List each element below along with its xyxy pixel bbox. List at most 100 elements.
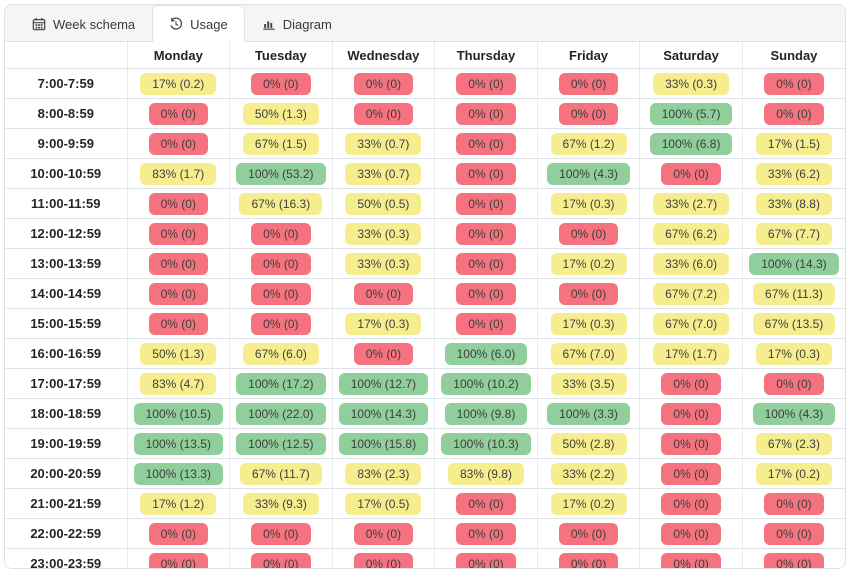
usage-badge: 67% (6.0)	[242, 342, 319, 365]
tab-usage[interactable]: Usage	[152, 5, 245, 42]
usage-badge: 0% (0)	[456, 132, 516, 155]
usage-badge: 17% (0.3)	[345, 312, 422, 335]
usage-badge: 33% (8.8)	[755, 192, 832, 215]
usage-badge: 100% (10.5)	[133, 402, 223, 425]
usage-cell: 67% (7.7)	[742, 218, 845, 249]
time-slot-label: 10:00-10:59	[5, 158, 128, 189]
usage-cell: 17% (0.2)	[742, 458, 845, 489]
usage-cell: 0% (0)	[639, 428, 743, 459]
usage-cell: 83% (4.7)	[127, 368, 231, 399]
usage-badge: 100% (13.5)	[133, 432, 223, 455]
table-row: 10:00-10:59 83% (1.7) 100% (53.2) 33% (0.7)…	[5, 158, 845, 189]
usage-badge: 0% (0)	[251, 552, 311, 568]
usage-cell: 33% (9.3)	[229, 488, 333, 519]
usage-badge: 67% (11.3)	[753, 282, 835, 305]
usage-cell: 17% (1.5)	[742, 128, 845, 159]
usage-badge: 33% (2.7)	[653, 192, 730, 215]
usage-cell: 0% (0)	[127, 218, 231, 249]
usage-cell: 100% (6.8)	[639, 128, 743, 159]
usage-cell: 0% (0)	[332, 548, 436, 568]
usage-cell: 67% (6.2)	[639, 218, 743, 249]
usage-cell: 67% (2.3)	[742, 428, 845, 459]
usage-badge: 100% (12.5)	[236, 432, 326, 455]
usage-cell: 17% (0.2)	[537, 248, 641, 279]
usage-badge: 0% (0)	[764, 492, 824, 515]
table-row: 15:00-15:59 0% (0) 0% (0) 17% (0.3) 0% (0) 17…	[5, 308, 845, 339]
day-column-header: Monday	[127, 42, 231, 69]
usage-cell: 17% (0.3)	[742, 338, 845, 369]
usage-cell: 0% (0)	[127, 308, 231, 339]
tab-week-schema[interactable]: Week schema	[15, 5, 152, 42]
corner-header-cell	[5, 42, 128, 69]
usage-cell: 100% (12.7)	[332, 368, 436, 399]
usage-cell: 0% (0)	[332, 338, 436, 369]
usage-badge: 33% (0.3)	[345, 222, 422, 245]
usage-cell: 50% (2.8)	[537, 428, 641, 459]
table-row: 20:00-20:59 100% (13.3) 67% (11.7) 83% (2.3…	[5, 458, 845, 489]
usage-cell: 17% (0.2)	[127, 68, 231, 99]
usage-badge: 100% (6.8)	[649, 132, 733, 155]
usage-cell: 100% (5.7)	[639, 98, 743, 129]
time-slot-label: 8:00-8:59	[5, 98, 128, 129]
usage-cell: 100% (53.2)	[229, 158, 333, 189]
usage-cell: 67% (1.5)	[229, 128, 333, 159]
usage-badge: 17% (1.2)	[140, 492, 217, 515]
usage-cell: 33% (0.3)	[639, 68, 743, 99]
usage-cell: 17% (1.7)	[639, 338, 743, 369]
usage-badge: 100% (13.3)	[133, 462, 223, 485]
time-slot-label: 16:00-16:59	[5, 338, 128, 369]
usage-cell: 0% (0)	[229, 248, 333, 279]
usage-cell: 33% (8.8)	[742, 188, 845, 219]
usage-badge: 0% (0)	[764, 72, 824, 95]
usage-cell: 0% (0)	[742, 548, 845, 568]
table-row: 19:00-19:59 100% (13.5) 100% (12.5) 100% (1…	[5, 428, 845, 459]
usage-badge: 0% (0)	[251, 282, 311, 305]
time-slot-label: 7:00-7:59	[5, 68, 128, 99]
usage-badge: 33% (6.2)	[755, 162, 832, 185]
usage-badge: 0% (0)	[558, 102, 619, 125]
usage-badge: 0% (0)	[353, 342, 414, 365]
usage-badge: 0% (0)	[456, 312, 516, 335]
usage-cell: 0% (0)	[229, 68, 333, 99]
history-icon	[169, 17, 183, 31]
usage-badge: 0% (0)	[661, 402, 721, 425]
usage-badge: 0% (0)	[558, 552, 619, 568]
table-row: 7:00-7:59 17% (0.2) 0% (0) 0% (0) 0% (0) 0% (…	[5, 68, 845, 99]
day-column-header: Saturday	[639, 42, 743, 69]
usage-badge: 50% (1.3)	[242, 102, 319, 125]
usage-cell: 100% (4.3)	[537, 158, 641, 189]
usage-cell: 83% (9.8)	[434, 458, 538, 489]
usage-cell: 33% (2.2)	[537, 458, 641, 489]
usage-badge: 0% (0)	[148, 222, 208, 245]
time-slot-label: 12:00-12:59	[5, 218, 128, 249]
usage-badge: 83% (1.7)	[140, 162, 217, 185]
usage-cell: 67% (7.0)	[537, 338, 641, 369]
usage-badge: 100% (9.8)	[444, 402, 528, 425]
usage-badge: 0% (0)	[661, 492, 721, 515]
usage-cell: 33% (0.3)	[332, 248, 436, 279]
usage-panel: Week schema Usage Diagram	[4, 4, 846, 569]
usage-cell: 100% (12.5)	[229, 428, 333, 459]
table-row: 17:00-17:59 83% (4.7) 100% (17.2) 100% (12.…	[5, 368, 845, 399]
usage-cell: 100% (22.0)	[229, 398, 333, 429]
usage-badge: 0% (0)	[251, 312, 311, 335]
usage-badge: 67% (2.3)	[755, 432, 832, 455]
usage-badge: 0% (0)	[456, 102, 516, 125]
tab-diagram[interactable]: Diagram	[245, 5, 349, 42]
usage-badge: 0% (0)	[661, 372, 721, 395]
usage-cell: 50% (1.3)	[229, 98, 333, 129]
usage-cell: 33% (2.7)	[639, 188, 743, 219]
usage-badge: 0% (0)	[661, 162, 721, 185]
usage-badge: 0% (0)	[661, 432, 721, 455]
usage-badge: 100% (14.3)	[338, 402, 429, 425]
usage-badge: 0% (0)	[148, 252, 208, 275]
usage-cell: 100% (13.5)	[127, 428, 231, 459]
usage-cell: 67% (6.0)	[229, 338, 333, 369]
usage-badge: 0% (0)	[661, 462, 721, 485]
usage-badge: 17% (1.7)	[653, 342, 730, 365]
usage-badge: 100% (12.7)	[338, 372, 429, 395]
usage-badge: 0% (0)	[764, 372, 824, 395]
usage-badge: 50% (1.3)	[140, 342, 217, 365]
usage-cell: 0% (0)	[434, 188, 538, 219]
usage-cell: 100% (17.2)	[229, 368, 333, 399]
